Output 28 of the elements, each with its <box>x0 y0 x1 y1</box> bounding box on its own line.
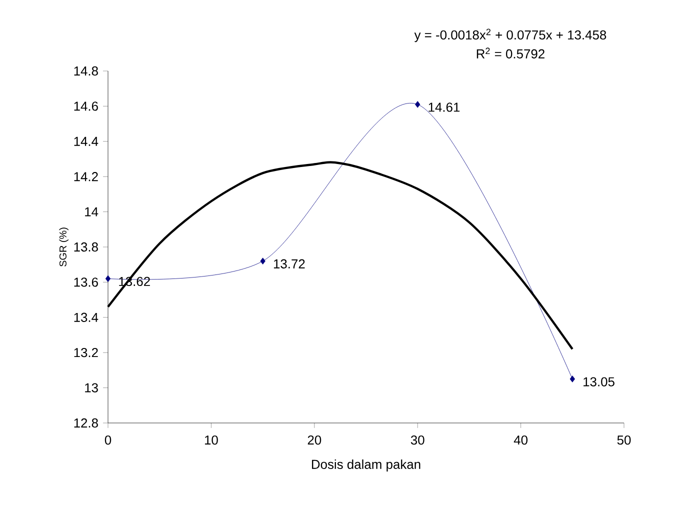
y-tick-label: 14.2 <box>74 172 98 182</box>
x-tick-label: 30 <box>410 435 424 445</box>
y-tick-label: 13 <box>85 383 98 392</box>
x-tick-label: 0 <box>104 435 112 445</box>
point <box>415 101 420 108</box>
y-tick-label: 13.6 <box>74 278 98 287</box>
y-tick-label: 14.4 <box>74 136 98 146</box>
text: y = -0.0018x$^{2}$ + 0.0775x + 13.458 <box>414 28 606 42</box>
x-tick-label: 40 <box>514 435 528 445</box>
y-tick-label: 13.4 <box>74 312 98 322</box>
data-label: 13.05 <box>584 377 614 386</box>
y-tick-label: 14.8 <box>74 66 98 76</box>
data-label: 13.72 <box>274 259 305 268</box>
x-tick-label: 20 <box>308 435 322 445</box>
x-axis-title: Dosis dalam pakan <box>312 459 420 472</box>
y-tick-label: 14 <box>85 207 98 216</box>
y-tick-label: 12.8 <box>74 418 98 428</box>
text: R$^{2}$ = 0.5792 <box>476 48 544 58</box>
x-tick-label: 50 <box>617 435 631 445</box>
y-tick-label: 13.8 <box>74 242 98 252</box>
point <box>105 275 111 282</box>
y-tick-label: 13.2 <box>74 348 98 358</box>
point <box>260 258 266 264</box>
y-tick-label: 14.6 <box>74 102 98 111</box>
y-axis-title: SGR (%) <box>59 228 68 266</box>
point <box>570 376 575 382</box>
data-label: 14.61 <box>428 102 460 112</box>
x-tick-label: 10 <box>204 435 218 445</box>
